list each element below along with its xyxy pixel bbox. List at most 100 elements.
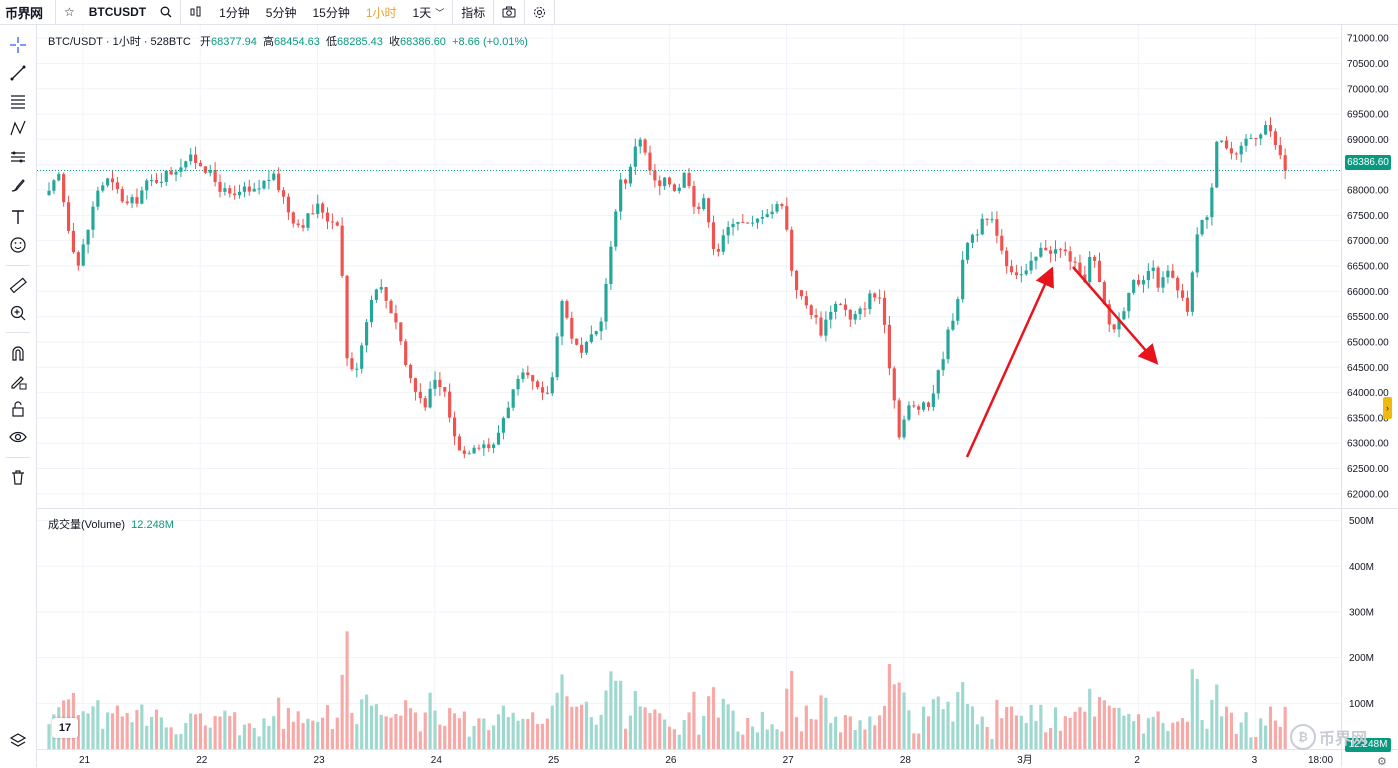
axis-settings-icon[interactable]: ⚙ — [1377, 756, 1387, 768]
candle-body — [267, 179, 271, 181]
interval-15m[interactable]: 15分钟 — [312, 5, 350, 20]
candle-body — [1088, 256, 1092, 283]
volume-bar — [956, 692, 960, 749]
lock-icon[interactable] — [6, 397, 30, 421]
compare-icon[interactable] — [181, 0, 211, 24]
candle-body — [1180, 290, 1185, 298]
camera-icon[interactable] — [494, 0, 524, 24]
candle-body — [912, 405, 916, 407]
symbol-name[interactable]: BTCUSDT — [88, 5, 147, 19]
ruler-icon[interactable] — [6, 273, 30, 297]
volume-bar — [1146, 718, 1150, 749]
scroll-right-handle[interactable]: › — [1383, 397, 1392, 419]
volume-bar — [164, 727, 168, 749]
volume-bar — [1005, 707, 1009, 749]
interval-1h[interactable]: 1小时 — [365, 5, 397, 20]
candle-body — [1063, 249, 1067, 252]
search-icon[interactable] — [152, 0, 180, 24]
volume-bar — [86, 713, 90, 749]
candle-body — [472, 447, 476, 454]
candle-body — [130, 197, 134, 204]
volume-bar — [785, 688, 789, 749]
candle-body — [184, 161, 188, 168]
pattern-icon[interactable] — [6, 117, 30, 141]
candle-body — [594, 331, 598, 335]
candle-body — [1200, 219, 1204, 235]
volume-bar — [770, 724, 774, 749]
gear-icon[interactable] — [525, 0, 554, 24]
trend-line-icon[interactable] — [6, 61, 30, 85]
volume-bar — [858, 720, 862, 749]
volume-bar — [1141, 733, 1146, 749]
price-tick-label: 65000.00 — [1347, 337, 1389, 348]
layers-icon[interactable] — [6, 729, 30, 753]
low-label: 低 — [326, 36, 338, 48]
volume-bar — [540, 723, 545, 749]
emoji-icon[interactable] — [6, 233, 30, 257]
candle-body — [1273, 131, 1277, 146]
volume-tick-label: 300M — [1349, 607, 1374, 618]
volume-bar — [868, 716, 872, 749]
divider — [554, 0, 556, 24]
volume-bar — [1244, 712, 1248, 749]
candle-body — [858, 308, 862, 315]
candle-body — [448, 391, 452, 418]
candle-body — [1112, 324, 1116, 330]
volume-bar — [106, 712, 110, 749]
volume-bar — [1229, 712, 1234, 749]
candle-body — [922, 402, 926, 410]
candle-body — [52, 180, 56, 191]
volume-bar — [570, 706, 574, 749]
magnet-icon[interactable] — [6, 341, 30, 365]
tradingview-logo[interactable]: 17 — [52, 718, 78, 738]
candle-body — [110, 178, 115, 183]
volume-bar — [286, 708, 291, 749]
candle-body — [360, 345, 364, 369]
interval-5m[interactable]: 5分钟 — [265, 5, 297, 20]
brush-icon[interactable] — [6, 173, 30, 197]
candle-body — [408, 364, 413, 379]
volume-bar — [408, 708, 413, 749]
fib-icon[interactable] — [6, 89, 30, 113]
candle-body — [682, 172, 686, 188]
interval-1d[interactable]: 1天 ﹀ — [405, 0, 453, 24]
zoom-in-icon[interactable] — [6, 301, 30, 325]
lock-draw-icon[interactable] — [6, 369, 30, 393]
volume-bar — [545, 718, 549, 749]
volume-bar — [741, 734, 745, 749]
volume-bar — [589, 717, 593, 749]
crosshair-icon[interactable] — [6, 33, 30, 57]
candle-body — [868, 293, 872, 310]
candle-body — [809, 305, 813, 316]
volume-bar — [1264, 725, 1268, 749]
volume-bar — [961, 682, 965, 749]
candle-body — [990, 219, 994, 221]
volume-bar — [658, 713, 662, 749]
trash-icon[interactable] — [6, 465, 30, 489]
volume-bar — [306, 718, 310, 749]
volume-bar — [721, 698, 725, 749]
candle-body — [638, 139, 642, 147]
volume-bar — [1073, 711, 1077, 749]
text-icon[interactable] — [6, 205, 30, 229]
candle-body — [1024, 270, 1028, 275]
time-tick-label: 3 — [1252, 755, 1258, 766]
volume-bar — [472, 725, 476, 749]
indicators-button[interactable]: 指标 — [461, 5, 486, 20]
volume-bar — [428, 692, 432, 749]
candle-body — [257, 188, 261, 190]
star-icon[interactable]: ☆ — [64, 5, 75, 19]
candle-body — [765, 214, 769, 217]
eye-icon[interactable] — [6, 425, 30, 449]
interval-1m[interactable]: 1分钟 — [219, 5, 250, 20]
time-tick-label: 26 — [665, 755, 677, 766]
candle-body — [721, 235, 725, 252]
volume-bar — [321, 717, 325, 749]
volume-bar — [135, 709, 139, 749]
volume-bar — [389, 717, 393, 749]
price-chart[interactable]: 62000.00 62500.00 63000.00 63500.00 64000.00… — [37, 25, 1398, 767]
candle-body — [1166, 270, 1170, 278]
candle-body — [540, 387, 545, 393]
projection-icon[interactable] — [6, 145, 30, 169]
candle-body — [599, 321, 603, 332]
